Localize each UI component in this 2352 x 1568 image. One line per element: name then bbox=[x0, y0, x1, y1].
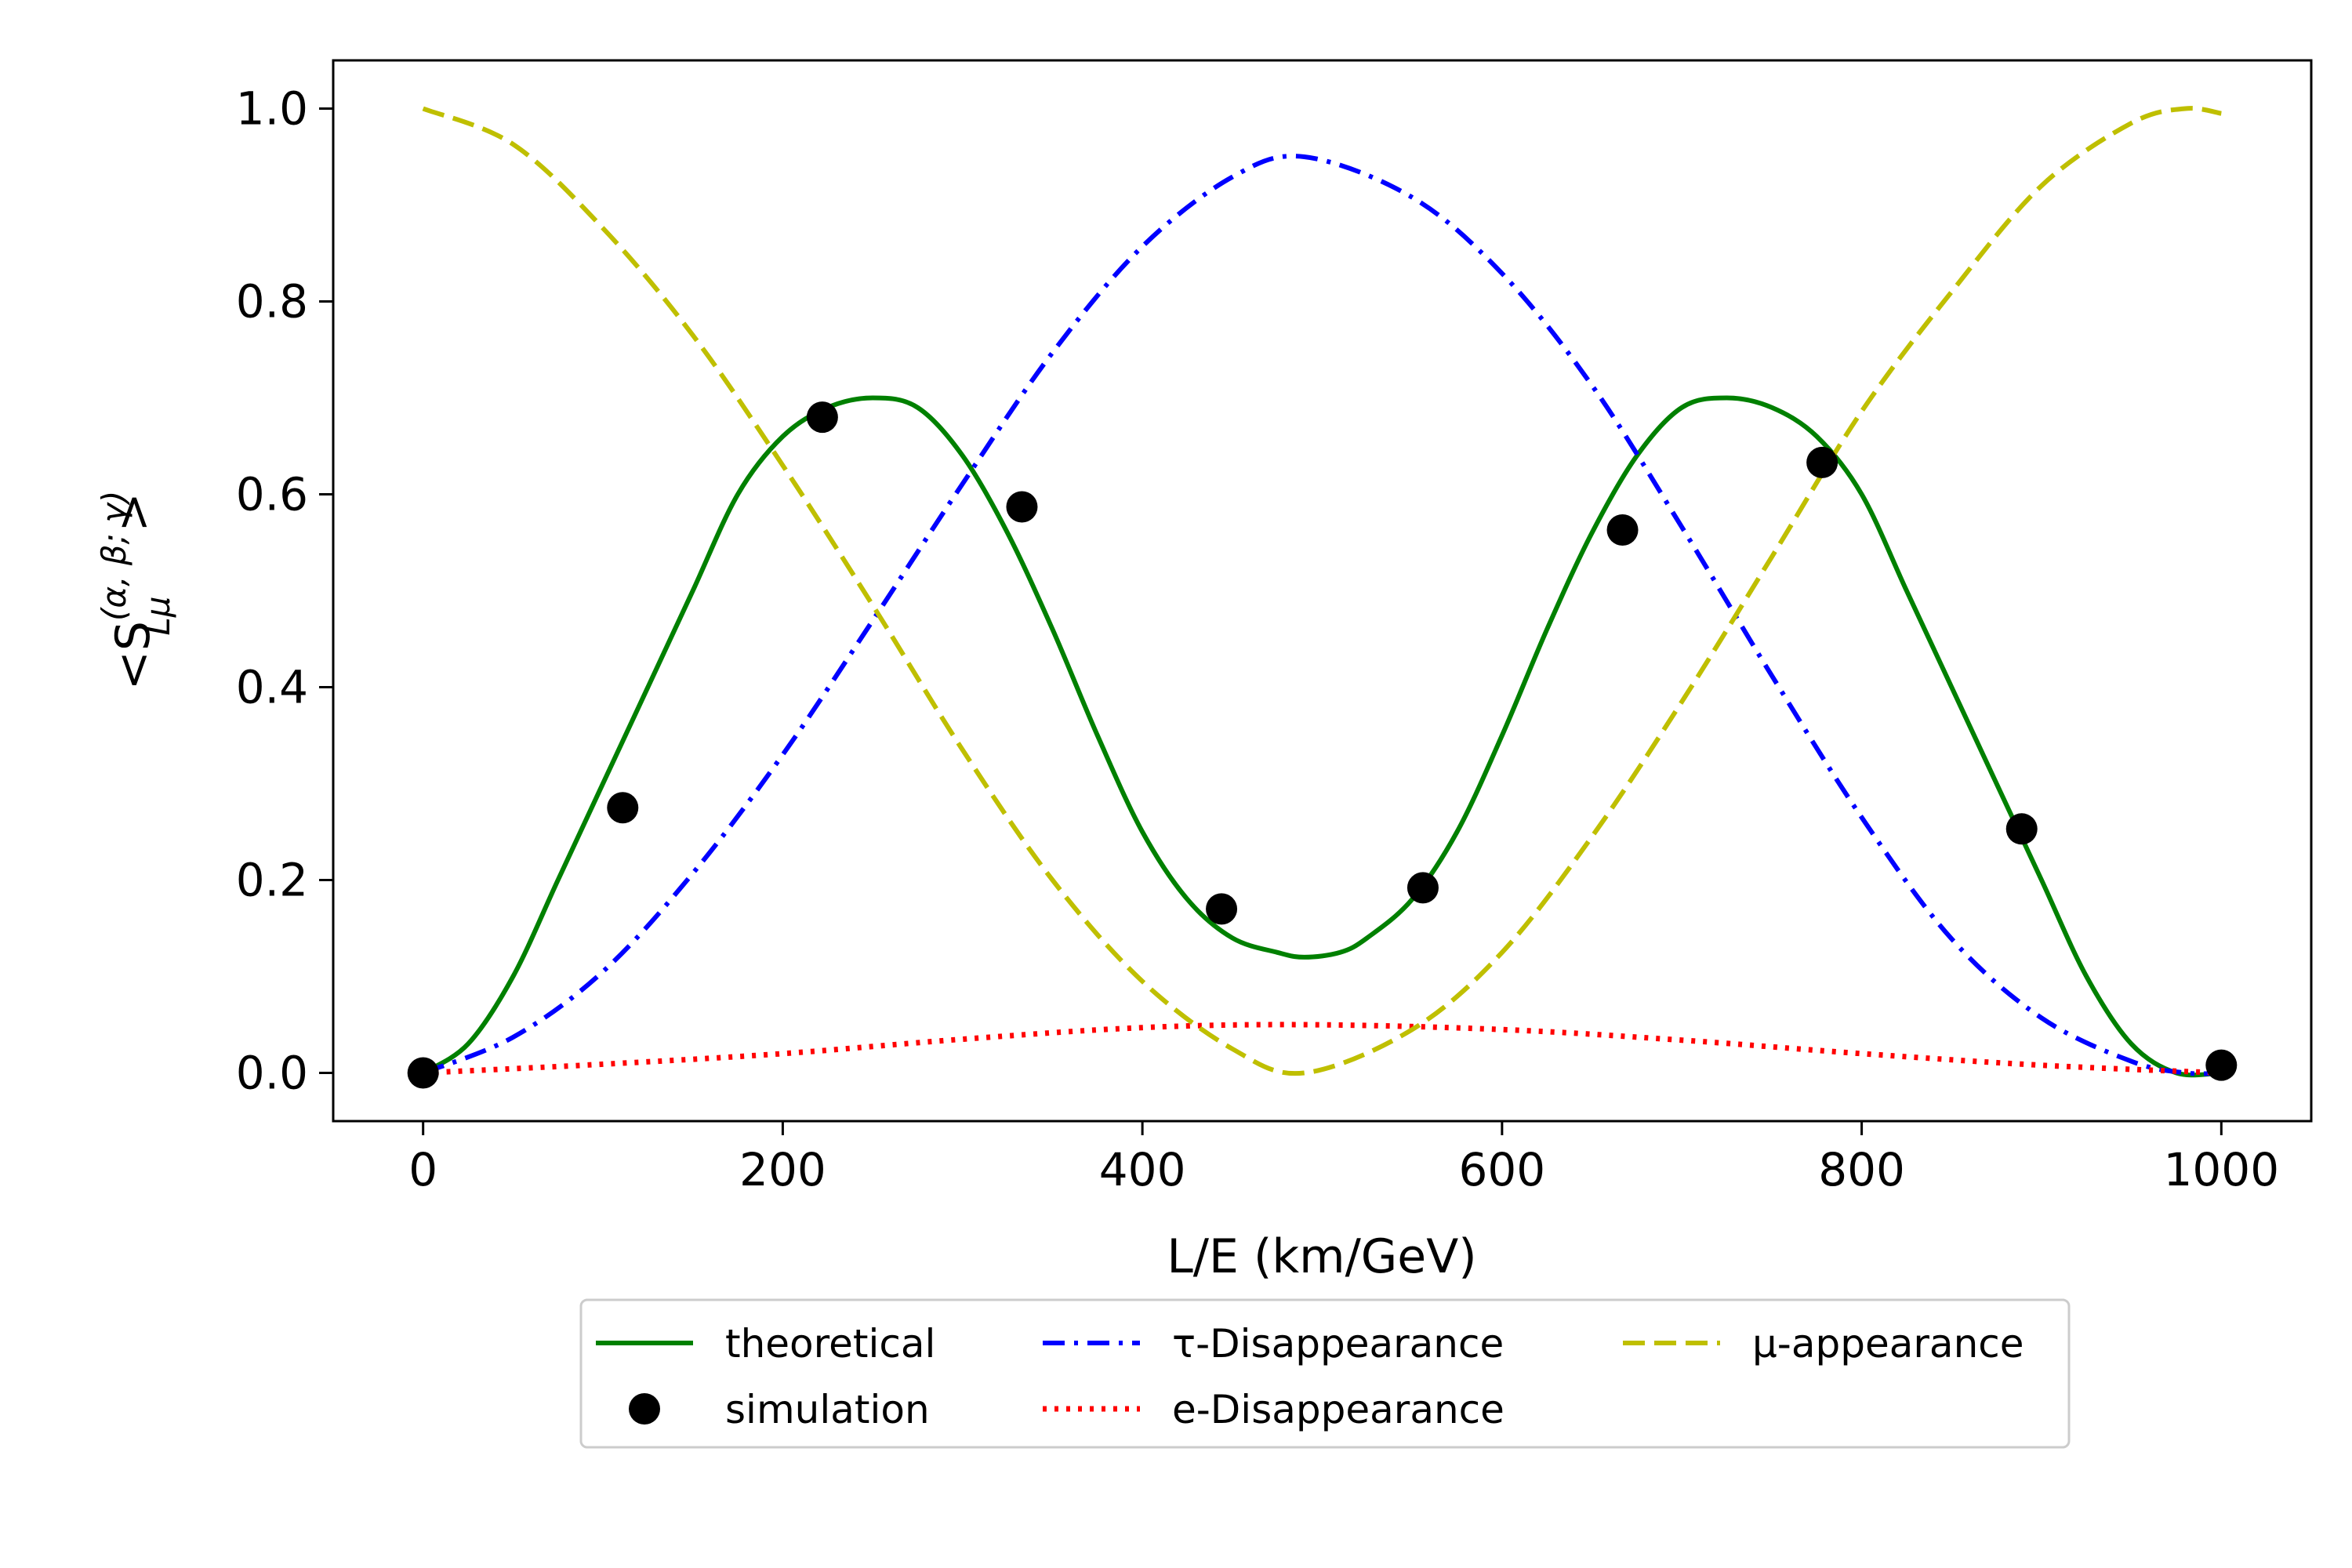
y-axis: 0.0 0.2 0.4 0.6 0.8 1.0 bbox=[236, 82, 333, 1100]
x-tick-label: 1000 bbox=[2164, 1143, 2280, 1196]
y-axis-label-subscript: Lμ bbox=[139, 597, 177, 636]
x-axis: 0 200 400 600 800 1000 bbox=[408, 1121, 2279, 1196]
simulation-point bbox=[1206, 893, 1238, 925]
y-tick-label: 0.0 bbox=[236, 1047, 308, 1100]
legend-item-tau-disappearance: τ-Disappearance bbox=[1043, 1321, 1504, 1367]
x-axis-label: L/E (km/GeV) bbox=[1167, 1229, 1476, 1284]
simulation-point bbox=[407, 1057, 439, 1089]
series-line-e-disappearance bbox=[423, 1022, 2222, 1076]
y-tick-label: 0.8 bbox=[236, 275, 308, 328]
y-tick-label: 0.6 bbox=[236, 468, 308, 521]
simulation-point bbox=[1606, 514, 1639, 546]
markers-layer bbox=[407, 401, 2238, 1089]
x-tick-label: 400 bbox=[1099, 1143, 1186, 1196]
simulation-point bbox=[806, 401, 838, 434]
simulation-point bbox=[2205, 1049, 2238, 1081]
x-tick-label: 800 bbox=[1818, 1143, 1905, 1196]
plot-frame bbox=[332, 59, 2313, 1123]
legend-item-mu-appearance: μ-appearance bbox=[1623, 1321, 2024, 1367]
y-axis-label-suffix: > bbox=[106, 492, 161, 532]
y-tick-label: 0.2 bbox=[236, 854, 308, 907]
legend-items: theoretical simulation τ-Disappearance e-Di… bbox=[596, 1321, 2024, 1432]
x-tick-label: 0 bbox=[408, 1143, 437, 1196]
y-axis-label-superscript: (α, β; γ) bbox=[95, 491, 133, 621]
legend-label-simulation: simulation bbox=[725, 1387, 930, 1432]
y-tick-label: 0.4 bbox=[236, 661, 308, 714]
y-axis-label: <S(α, β; γ) Lμ > bbox=[95, 491, 177, 691]
x-tick-label: 200 bbox=[739, 1143, 826, 1196]
legend-label-mu-appearance: μ-appearance bbox=[1752, 1321, 2024, 1367]
series-layer bbox=[422, 106, 2222, 1078]
legend-label-e-disappearance: e-Disappearance bbox=[1172, 1387, 1504, 1432]
y-axis-label-prefix: <S bbox=[106, 621, 161, 690]
legend-item-e-disappearance: e-Disappearance bbox=[1043, 1387, 1504, 1432]
legend-item-simulation: simulation bbox=[629, 1387, 930, 1432]
simulation-point bbox=[1406, 872, 1439, 904]
legend-item-theoretical: theoretical bbox=[596, 1321, 935, 1367]
legend-label-tau-disappearance: τ-Disappearance bbox=[1172, 1321, 1504, 1367]
y-tick-label: 1.0 bbox=[236, 82, 308, 136]
legend-label-theoretical: theoretical bbox=[725, 1321, 935, 1367]
series-line-mu-appearance bbox=[422, 106, 2222, 1076]
legend: theoretical simulation τ-Disappearance e-Di… bbox=[579, 1298, 2071, 1449]
legend-swatch-simulation bbox=[629, 1393, 660, 1425]
series-line-theoretical bbox=[422, 395, 2222, 1078]
simulation-point bbox=[2005, 813, 2038, 845]
simulation-point bbox=[607, 792, 639, 824]
x-tick-label: 600 bbox=[1459, 1143, 1546, 1196]
simulation-point bbox=[1806, 446, 1838, 478]
legend-frame bbox=[579, 1298, 2071, 1449]
series-line-tau-disappearance bbox=[422, 154, 2222, 1076]
simulation-point bbox=[1006, 491, 1038, 523]
